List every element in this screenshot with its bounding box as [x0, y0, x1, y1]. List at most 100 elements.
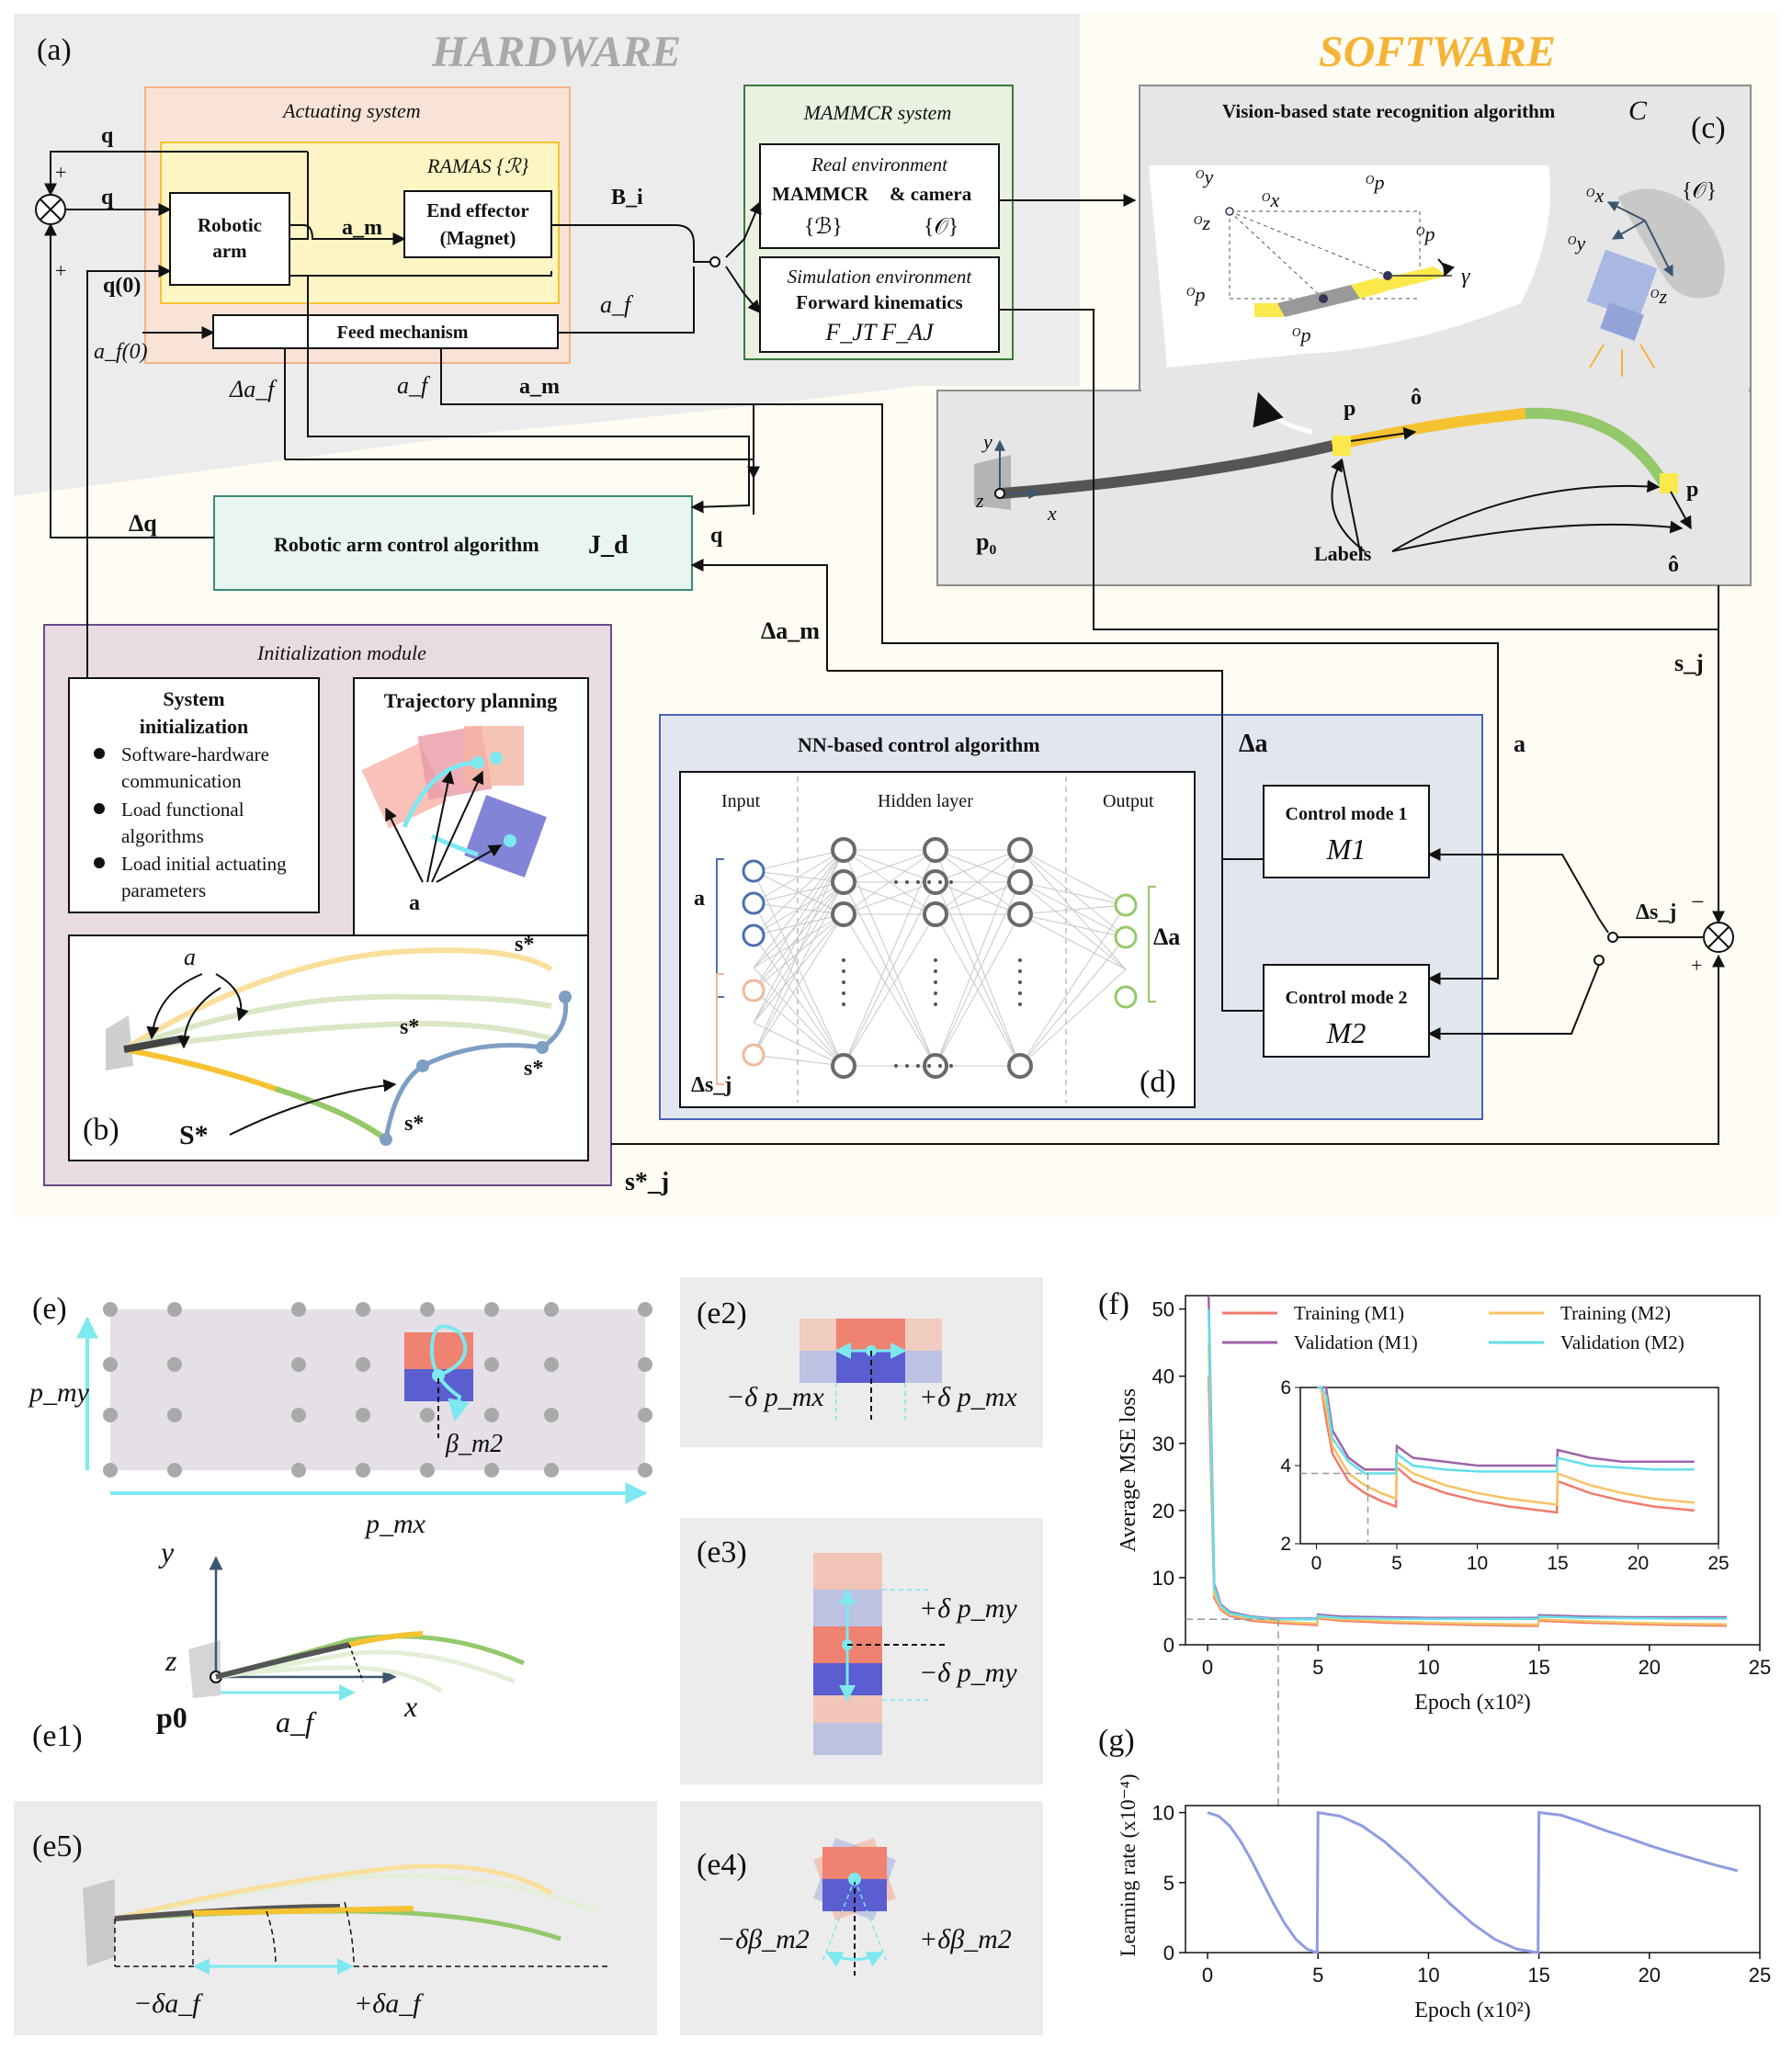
delta-a-label: Δa	[1239, 730, 1268, 758]
nn-ellipsis-dot	[949, 880, 953, 884]
grid-dot	[291, 1302, 306, 1317]
nn-edge	[1019, 913, 1127, 938]
nn-edge	[753, 881, 845, 968]
chart-f-inset-xtick-label: 10	[1467, 1553, 1488, 1574]
nn-edge	[753, 849, 845, 872]
nn-input-node	[742, 1043, 766, 1067]
nn-hidden-node	[831, 837, 856, 863]
end-effector-block[interactable]	[403, 190, 552, 258]
grid-dot	[544, 1408, 559, 1422]
chart-f-ytick-label: 30	[1152, 1433, 1174, 1455]
camera-frame-symbol: {𝒪}	[1682, 179, 1717, 203]
signal-delta-af: Δa_f	[229, 376, 278, 402]
nn-edge	[1019, 913, 1127, 970]
robotic-arm-block[interactable]	[169, 192, 290, 286]
e4-minus: −δβ_m2	[717, 1924, 810, 1954]
svg-text:y: y	[981, 430, 992, 453]
nn-ellipsis-dot	[927, 880, 931, 884]
grid-dot	[103, 1357, 118, 1372]
e3-minus: −δ p_my	[919, 1658, 1017, 1688]
nn-module-title: NN-based control algorithm	[798, 733, 1040, 756]
signal-am-1: a_m	[342, 216, 382, 240]
nn-ellipsis-dot	[949, 1064, 953, 1068]
chart-f-series-line	[1207, 1308, 1727, 1621]
nn-edge	[935, 849, 1021, 1067]
chart-f-legend-label: Validation (M2)	[1560, 1331, 1684, 1353]
chart-g-xtick-label: 10	[1417, 1964, 1439, 1987]
e5-minus: −δa_f	[133, 1988, 203, 2019]
real-environment-block[interactable]	[759, 143, 1000, 249]
svg-text:x: x	[1047, 502, 1057, 525]
nn-ellipsis-dot	[934, 980, 937, 984]
e1-z: z	[164, 1644, 177, 1677]
grid-dot	[103, 1408, 118, 1422]
nn-edge	[753, 1022, 845, 1067]
e1-y: y	[158, 1535, 175, 1569]
signal-af-2: a_f	[397, 372, 431, 399]
chart-f-legend-label: Training (M1)	[1294, 1302, 1404, 1324]
svg-text:ᴼz: ᴼz	[1193, 211, 1210, 234]
chart-f-inset-series-line	[1317, 1386, 1695, 1506]
nn-ellipsis-dot	[934, 969, 937, 973]
vision-image-card	[1149, 165, 1550, 368]
pmy-label: p_my	[28, 1377, 90, 1408]
init-bullet-list: Software-hardware communication Load fun…	[94, 743, 287, 901]
e2-plus: +δ p_mx	[919, 1382, 1017, 1412]
signal-q-mid: q	[101, 186, 114, 210]
chart-g-series-line	[1207, 1810, 1739, 1954]
grid-dot	[167, 1302, 182, 1317]
simulation-environment-block[interactable]	[759, 256, 1000, 353]
init-bullet-2b: algorithms	[121, 825, 204, 847]
chart-learning-rate: 0 5 10 15 20 25 0 5 10 Epoch (x10²) Learning rate …	[1117, 1774, 1771, 2022]
signal-af0: a_f(0)	[94, 340, 148, 364]
robotic-arm-control-block[interactable]	[213, 495, 693, 591]
grid-dot	[167, 1408, 182, 1422]
grid-dot	[167, 1357, 182, 1372]
chart-f-ytick-label: 0	[1163, 1634, 1174, 1657]
nn-ellipsis-dot	[916, 880, 920, 884]
signal-minus: −	[1691, 889, 1705, 915]
chart-f-legend-label: Validation (M1)	[1294, 1331, 1418, 1353]
nn-ellipsis-dot	[1018, 991, 1022, 995]
chart-f-ytick-label: 10	[1152, 1567, 1174, 1590]
signal-plus-2: +	[55, 259, 66, 282]
nn-edge	[1019, 904, 1127, 1067]
nn-bracket	[716, 858, 724, 998]
nn-edge	[753, 967, 845, 1067]
grid-dot	[356, 1357, 370, 1372]
beta-label: β_m2	[445, 1430, 503, 1458]
svg-text:p₀: p₀	[976, 528, 996, 555]
control-mode-1-block[interactable]	[1263, 785, 1430, 878]
chart-g-xtick-label: 0	[1202, 1964, 1213, 1987]
nn-hidden-node	[1007, 837, 1033, 863]
nn-ellipsis-dot	[938, 1064, 942, 1068]
panel-label-e4: (e4)	[697, 1848, 747, 1882]
nn-edge	[1019, 849, 1127, 906]
svg-text:ᴼp: ᴼp	[1415, 222, 1435, 245]
control-mode-2-block[interactable]	[1263, 964, 1430, 1058]
signal-delta-am: Δa_m	[761, 617, 820, 644]
grid-dot	[167, 1463, 182, 1478]
nn-hidden-node	[1007, 901, 1033, 927]
robotic-arm-label-2: arm	[212, 240, 247, 262]
signal-wires	[35, 151, 1734, 1145]
nn-edge	[753, 1054, 845, 1067]
grid-dot	[420, 1463, 435, 1478]
feed-mechanism-block[interactable]	[212, 314, 559, 349]
nn-ellipsis-dot	[1018, 969, 1022, 973]
grid-dot	[484, 1463, 499, 1478]
system-initialization-title-1: System	[163, 687, 224, 710]
nn-input-a: a	[694, 887, 705, 911]
nn-ellipsis-dot	[842, 969, 845, 973]
e1-sketch	[188, 1556, 526, 1701]
chart-f-ytick-label: 20	[1152, 1500, 1174, 1523]
grid-dot	[638, 1463, 652, 1478]
grid-dot	[356, 1408, 370, 1422]
grid-dot	[484, 1357, 499, 1372]
grid-dot	[544, 1357, 559, 1372]
chart-g-ytick-label: 5	[1163, 1872, 1174, 1895]
end-effector-label-2: (Magnet)	[440, 227, 516, 249]
chart-f-xtick-label: 20	[1639, 1656, 1661, 1679]
grid-dot	[638, 1357, 652, 1372]
